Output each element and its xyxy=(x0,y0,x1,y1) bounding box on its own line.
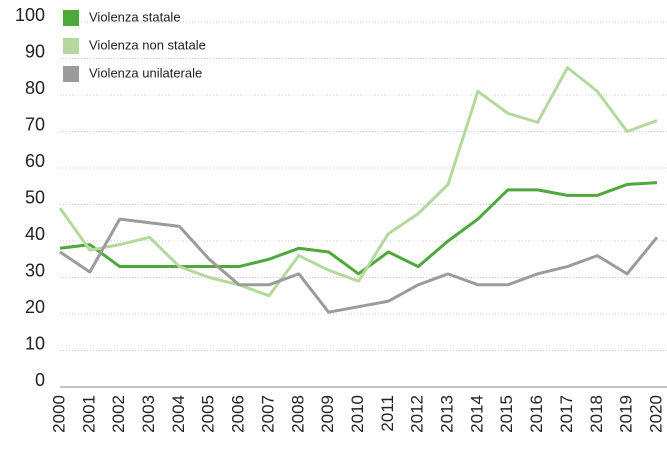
series-line xyxy=(59,181,658,276)
y-tick-label: 30 xyxy=(25,260,45,280)
x-tick-label: 2006 xyxy=(229,395,248,433)
x-tick-label: 2000 xyxy=(49,395,68,433)
x-tick-label: 2012 xyxy=(408,395,427,433)
y-tick-label: 10 xyxy=(25,333,45,353)
series-line xyxy=(59,217,659,314)
x-tick-label: 2011 xyxy=(378,395,397,432)
x-tick-label: 2002 xyxy=(109,395,128,433)
legend-label: Violenza unilaterale xyxy=(89,65,202,80)
x-tick-label: 2008 xyxy=(288,395,307,433)
y-tick-label: 90 xyxy=(25,41,45,61)
x-tick-label: 2009 xyxy=(318,395,337,433)
y-tick-label: 50 xyxy=(25,187,45,207)
legend-swatch xyxy=(63,66,79,82)
legend-swatch xyxy=(63,38,79,54)
x-tick-label: 2001 xyxy=(79,395,98,433)
legend-swatch xyxy=(63,10,79,26)
y-tick-label: 20 xyxy=(25,297,45,317)
x-tick-label: 2013 xyxy=(438,395,457,433)
x-tick-label: 2018 xyxy=(587,395,606,433)
y-tick-label: 0 xyxy=(35,370,45,390)
x-tick-label: 2003 xyxy=(139,395,158,433)
y-tick-label: 40 xyxy=(25,224,45,244)
x-tick-label: 2004 xyxy=(169,395,188,433)
x-tick-label: 2015 xyxy=(497,395,516,433)
y-tick-label: 100 xyxy=(15,5,45,25)
series-line xyxy=(58,66,658,298)
x-tick-label: 2005 xyxy=(199,395,218,433)
y-tick-label: 80 xyxy=(25,78,45,98)
x-tick-label: 2014 xyxy=(467,395,486,433)
x-tick-label: 2019 xyxy=(617,395,636,433)
x-tick-label: 2017 xyxy=(557,395,576,433)
y-tick-label: 60 xyxy=(25,151,45,171)
legend-label: Violenza non statale xyxy=(89,37,206,52)
x-tick-label: 2010 xyxy=(348,395,367,433)
y-tick-label: 70 xyxy=(25,114,45,134)
legend-label: Violenza statale xyxy=(89,9,181,24)
x-tick-label: 2007 xyxy=(258,395,277,433)
x-tick-label: 2020 xyxy=(646,395,665,433)
x-tick-label: 2016 xyxy=(527,395,546,433)
